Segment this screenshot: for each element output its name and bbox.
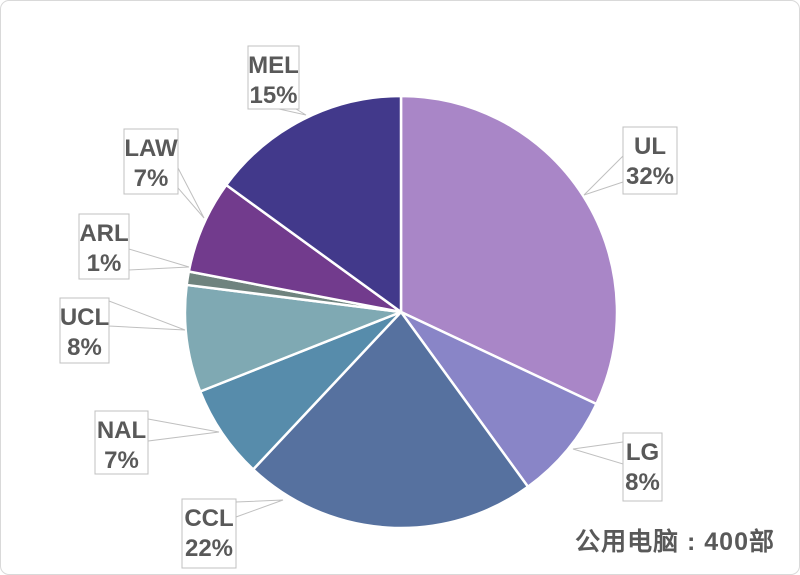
label-box-ul [622, 126, 678, 195]
label-value-mel: 15% [249, 82, 297, 109]
callout-leader-lg [572, 441, 624, 465]
label-value-lg: 8% [625, 469, 660, 496]
callout-leader-ccl [235, 499, 284, 518]
pie-slice-ul [399, 94, 619, 406]
label-value-nal: 7% [104, 447, 139, 474]
chart-footnote: 公用电脑 : 400部 [575, 528, 775, 556]
label-box-ccl [181, 498, 237, 569]
callout-leader-ucl [108, 300, 186, 331]
label-name-ccl: CCL [184, 505, 233, 532]
label-name-arl: ARL [79, 220, 128, 247]
label-value-law: 7% [134, 165, 169, 192]
label-box-nal [94, 410, 149, 475]
label-box-mel [247, 45, 300, 110]
callout-leader-arl [128, 248, 190, 271]
label-value-ucl: 8% [67, 334, 102, 361]
label-name-lg: LG [626, 439, 659, 466]
pie-slice-lg [399, 310, 598, 488]
label-value-ccl: 22% [185, 535, 233, 562]
label-value-arl: 1% [87, 250, 122, 277]
callout-leader-ul [583, 154, 624, 196]
label-box-law [123, 128, 179, 195]
label-box-ucl [59, 297, 110, 364]
pie-slice-mel [225, 94, 403, 314]
label-name-mel: MEL [248, 52, 299, 79]
callout-leader-law [177, 167, 205, 219]
label-name-ucl: UCL [60, 304, 109, 331]
label-name-law: LAW [124, 135, 178, 162]
label-name-nal: NAL [97, 417, 146, 444]
label-box-lg [622, 432, 663, 502]
label-name-ul: UL [634, 133, 666, 160]
callout-leader-mel [278, 108, 307, 116]
pie-slice-ccl [251, 310, 530, 530]
callout-leader-nal [147, 418, 220, 442]
label-value-ul: 32% [626, 163, 674, 190]
pie-slice-ucl [183, 283, 403, 393]
label-box-arl [78, 213, 130, 280]
